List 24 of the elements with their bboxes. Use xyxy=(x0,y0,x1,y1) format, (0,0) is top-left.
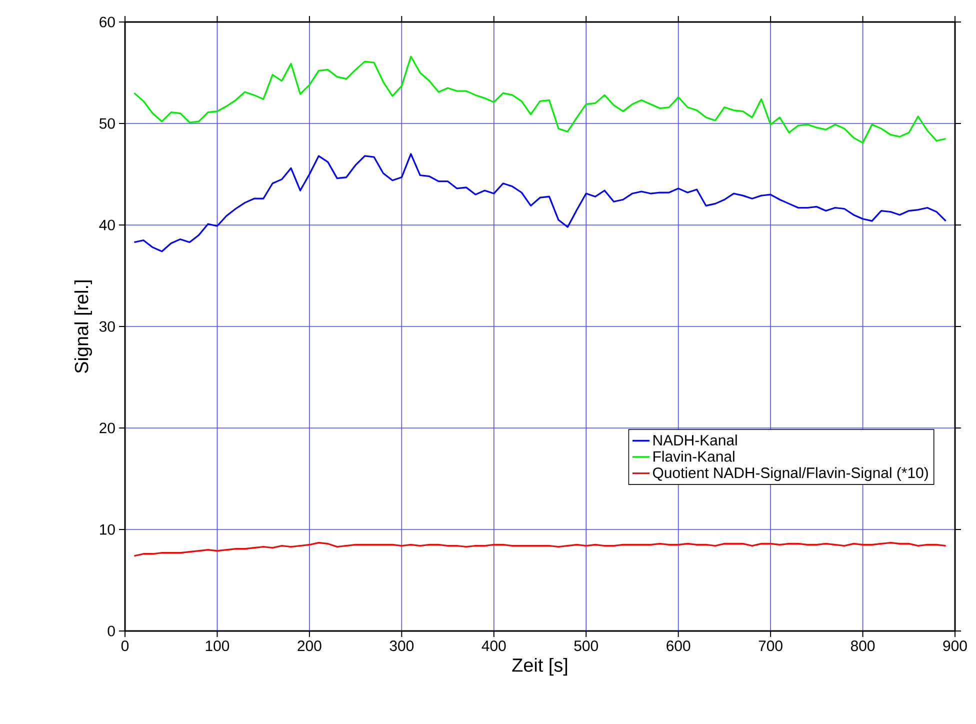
y-tick-label: 20 xyxy=(100,422,115,434)
x-axis-title: Zeit [s] xyxy=(512,658,568,676)
x-tick-label: 0 xyxy=(121,640,129,652)
x-tick-label: 900 xyxy=(943,640,967,652)
legend-label: Flavin-Kanal xyxy=(654,450,734,462)
x-tick-label: 300 xyxy=(390,640,414,652)
legend-label: Quotient NADH-Signal/Flavin-Signal (*10) xyxy=(653,467,928,482)
y-tick-label: 40 xyxy=(99,220,115,230)
y-tick-label: 60 xyxy=(100,16,115,28)
line-series xyxy=(133,56,947,144)
x-tick-label: 100 xyxy=(206,640,230,652)
x-tick-label: 700 xyxy=(758,640,782,652)
x-tick-label: 800 xyxy=(850,640,875,652)
x-tick-label: 200 xyxy=(298,640,322,652)
y-tick-label: 30 xyxy=(99,321,115,332)
legend-label: NADH-Kanal xyxy=(654,434,737,446)
x-tick-label: 400 xyxy=(482,640,506,652)
x-tick-label: 500 xyxy=(574,640,598,652)
y-tick-label: 0 xyxy=(108,626,115,636)
line-series xyxy=(133,153,947,252)
x-tick-label: 600 xyxy=(666,640,690,652)
y-axis-title: Signal [rel.] xyxy=(74,280,92,373)
y-tick-label: 10 xyxy=(100,524,115,535)
y-tick-label: 50 xyxy=(99,118,115,129)
